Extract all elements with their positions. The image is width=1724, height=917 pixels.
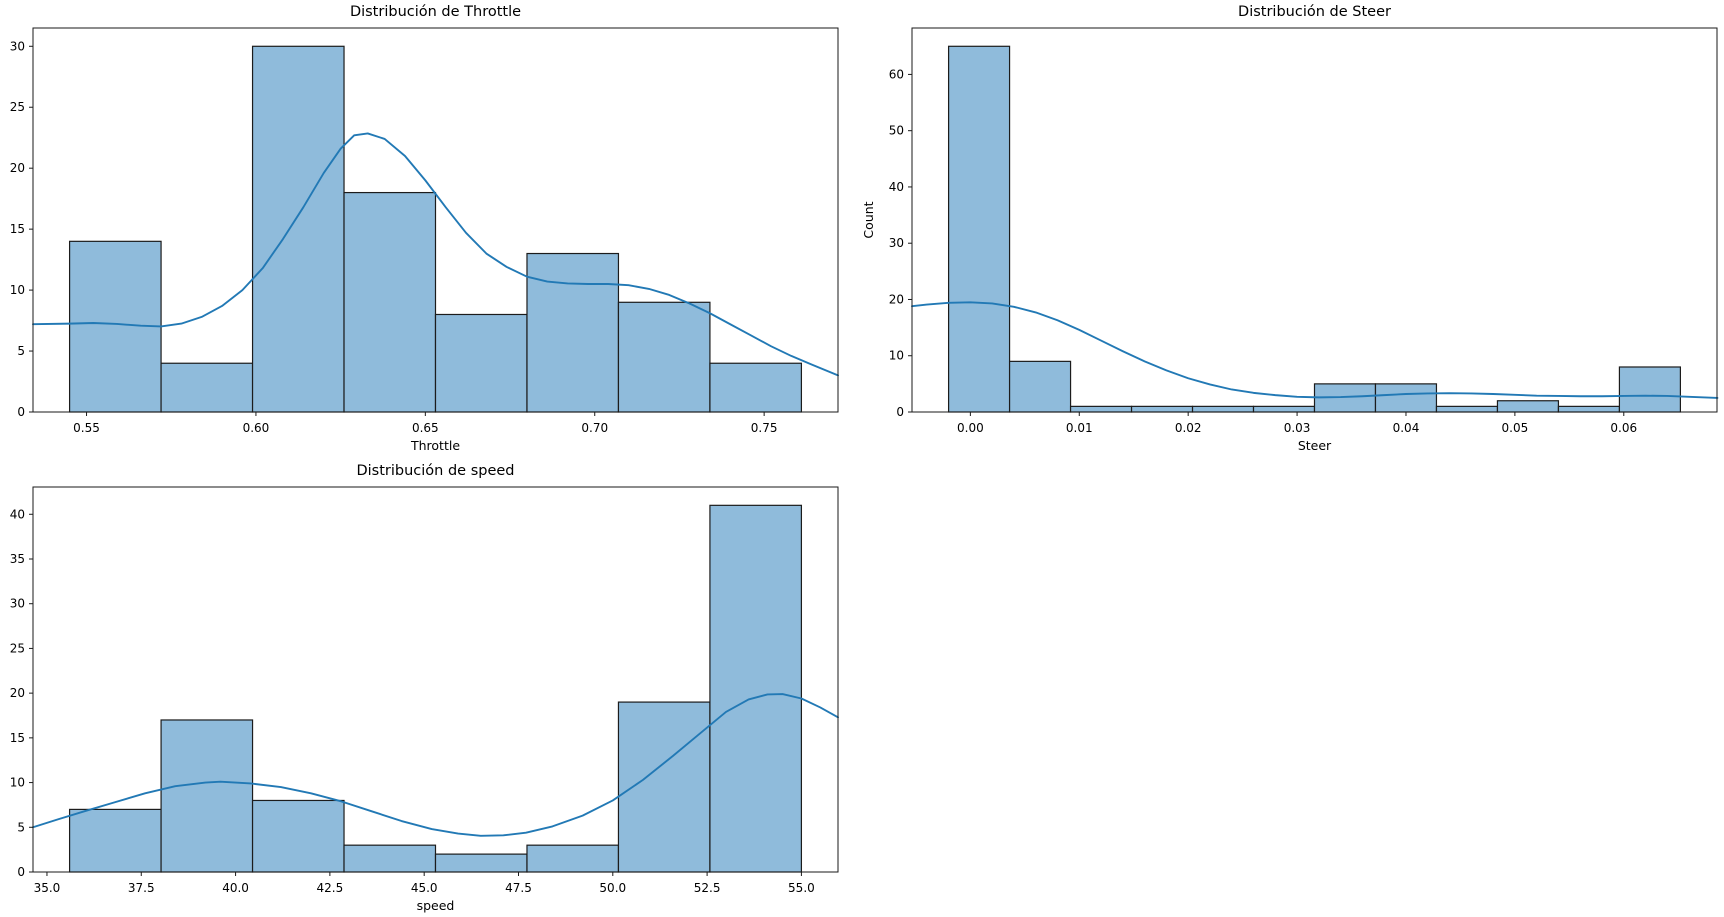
y-tick-label: 5 — [17, 344, 25, 358]
y-tick-label: 0 — [17, 865, 25, 879]
y-tick-label: 30 — [10, 597, 25, 611]
y-tick-label: 25 — [10, 100, 25, 114]
histogram-bar — [343, 191, 437, 413]
y-tick-label: 10 — [10, 776, 25, 790]
x-tick-label: 0.05 — [1502, 421, 1529, 435]
y-tick-label: 20 — [889, 292, 904, 306]
y-tick-label: 35 — [10, 552, 25, 566]
histogram-bar — [1496, 400, 1560, 413]
x-tick-label: 37.5 — [128, 881, 155, 895]
histogram-bar — [526, 252, 620, 413]
y-tick-label: 25 — [10, 641, 25, 655]
x-tick-label: 0.04 — [1393, 421, 1420, 435]
y-tick-label: 10 — [10, 283, 25, 297]
plot-title-steer: Distribución de Steer — [1238, 4, 1391, 20]
histogram-bar — [343, 844, 437, 873]
x-tick-label: 0.00 — [957, 421, 984, 435]
x-tick-label: 50.0 — [599, 881, 626, 895]
x-tick-label: 0.75 — [751, 421, 778, 435]
histogram-bar — [68, 808, 162, 873]
x-tick-label: 0.65 — [412, 421, 439, 435]
x-tick-label: 47.5 — [505, 881, 532, 895]
y-tick-label: 0 — [17, 405, 25, 419]
x-tick-label: 52.5 — [694, 881, 721, 895]
kde-curve — [911, 301, 1719, 399]
y-tick-label: 15 — [10, 731, 25, 745]
y-tick-label: 0 — [896, 405, 904, 419]
x-tick-label: 0.02 — [1175, 421, 1202, 435]
histogram-bar — [947, 45, 1011, 413]
y-tick-label: 20 — [10, 686, 25, 700]
y-tick-label: 50 — [889, 124, 904, 138]
histogram-bar — [709, 504, 803, 873]
histogram-bar — [1191, 405, 1255, 413]
y-tick-label: 5 — [17, 820, 25, 834]
x-tick-label: 35.0 — [34, 881, 61, 895]
histogram-bar — [1252, 405, 1316, 413]
y-tick-label: 15 — [10, 222, 25, 236]
histogram-bar — [434, 853, 528, 873]
histogram-bar — [1069, 405, 1133, 413]
y-tick-label: 40 — [889, 180, 904, 194]
x-tick-label: 0.60 — [243, 421, 270, 435]
kde-curve — [32, 693, 839, 837]
plot-title-throttle: Distribución de Throttle — [349, 4, 522, 20]
histogram-bar — [251, 799, 345, 873]
x-tick-label: 42.5 — [317, 881, 344, 895]
y-axis-label: Count — [861, 201, 876, 238]
kde-curve — [32, 132, 839, 377]
x-axis-label: speed — [417, 898, 455, 913]
histogram-bar — [1130, 405, 1194, 413]
histogram-bar — [1374, 383, 1438, 413]
histogram-bar — [251, 45, 345, 413]
histogram-bar — [160, 362, 254, 413]
x-tick-label: 0.06 — [1610, 421, 1637, 435]
histogram-bar — [1557, 405, 1621, 413]
y-tick-label: 30 — [889, 236, 904, 250]
y-tick-label: 60 — [889, 67, 904, 81]
x-axis-label: Steer — [1298, 438, 1332, 453]
x-tick-label: 0.70 — [581, 421, 608, 435]
histogram-bar — [1008, 360, 1072, 413]
y-tick-label: 30 — [10, 39, 25, 53]
x-axis-label: Throttle — [410, 438, 460, 453]
plot-title-speed: Distribución de speed — [356, 463, 515, 479]
histogram-bar — [1618, 366, 1682, 413]
x-tick-label: 40.0 — [222, 881, 249, 895]
x-tick-label: 0.55 — [73, 421, 100, 435]
x-tick-label: 0.03 — [1284, 421, 1311, 435]
histogram-bar — [709, 362, 803, 413]
histogram-bar — [160, 719, 254, 873]
y-tick-label: 10 — [889, 349, 904, 363]
histogram-bar — [526, 844, 620, 873]
y-tick-label: 20 — [10, 161, 25, 175]
x-tick-label: 0.01 — [1066, 421, 1093, 435]
axes-frame — [32, 486, 839, 873]
histogram-bar — [434, 313, 528, 413]
histogram-bar — [617, 301, 711, 413]
x-tick-label: 55.0 — [788, 881, 815, 895]
axes-frame — [32, 27, 839, 413]
x-tick-label: 45.0 — [411, 881, 438, 895]
y-tick-label: 40 — [10, 507, 25, 521]
axes-frame — [911, 27, 1718, 413]
histogram-bar — [1435, 405, 1499, 413]
